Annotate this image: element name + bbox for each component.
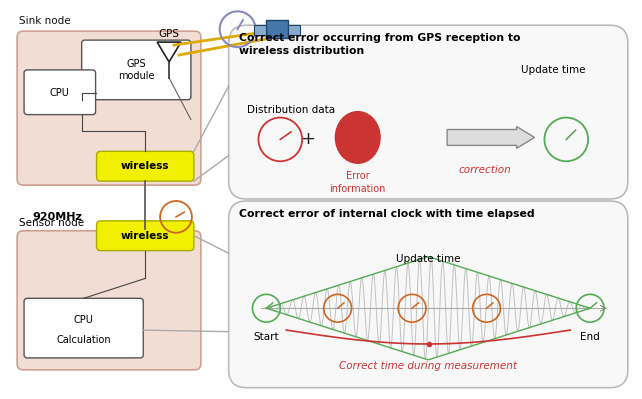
Text: End: End — [580, 332, 600, 342]
Bar — [254, 25, 266, 35]
FancyBboxPatch shape — [24, 298, 143, 358]
Text: correction: correction — [458, 165, 511, 175]
Text: +: + — [300, 130, 316, 148]
Text: Error
information: Error information — [329, 171, 386, 194]
Text: Sink node: Sink node — [19, 16, 71, 26]
FancyBboxPatch shape — [24, 70, 96, 115]
Text: Start: Start — [254, 332, 279, 342]
Text: 920MHz: 920MHz — [32, 212, 82, 222]
Text: GPS
module: GPS module — [118, 59, 155, 81]
FancyBboxPatch shape — [17, 231, 201, 370]
Text: CPU: CPU — [74, 315, 94, 325]
Text: Correct error of internal clock with time elapsed: Correct error of internal clock with tim… — [239, 209, 534, 219]
Text: Update time: Update time — [396, 254, 460, 264]
Bar — [266, 20, 288, 38]
FancyArrow shape — [447, 126, 535, 148]
Text: GPS: GPS — [159, 29, 180, 39]
Text: Update time: Update time — [521, 65, 586, 75]
FancyBboxPatch shape — [96, 151, 194, 181]
Text: Correct error occurring from GPS reception to
wireless distribution: Correct error occurring from GPS recepti… — [239, 33, 520, 56]
FancyBboxPatch shape — [229, 201, 628, 388]
FancyBboxPatch shape — [17, 31, 201, 185]
FancyBboxPatch shape — [229, 25, 628, 199]
Bar — [288, 25, 300, 35]
FancyBboxPatch shape — [82, 40, 191, 100]
FancyBboxPatch shape — [96, 221, 194, 251]
Text: Sensor node: Sensor node — [19, 218, 84, 228]
Text: wireless: wireless — [121, 231, 169, 241]
Text: Correct time during measurement: Correct time during measurement — [339, 361, 517, 371]
Ellipse shape — [335, 112, 380, 163]
Text: Calculation: Calculation — [56, 335, 111, 345]
Text: CPU: CPU — [50, 88, 70, 98]
Text: Distribution data: Distribution data — [247, 105, 334, 115]
Text: wireless: wireless — [121, 161, 169, 171]
